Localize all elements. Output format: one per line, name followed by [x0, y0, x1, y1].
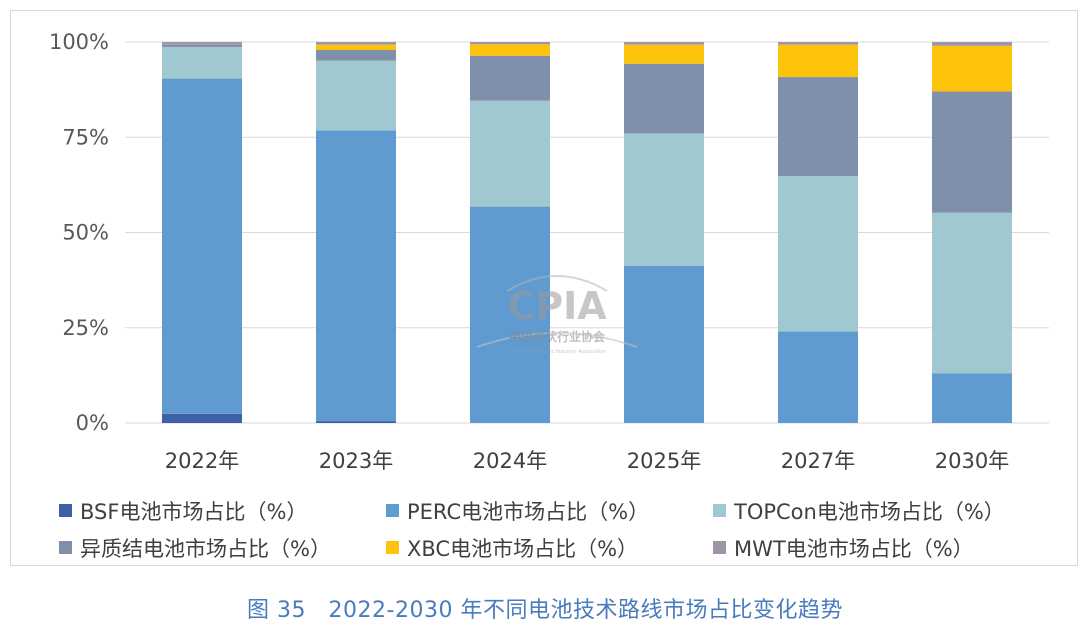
cpia-watermark-logo: CPIA 中国光伏行业协会 China Photovoltaic Industr…	[476, 275, 638, 355]
bar-segment	[624, 133, 704, 267]
x-category-label: 2022年	[165, 449, 239, 473]
bar-segment	[316, 421, 396, 423]
bar-segment	[624, 266, 704, 423]
legend-item-perc: PERC电池市场占比（%）	[386, 496, 713, 526]
x-axis-categories: 2022年 2023年 2024年 2025年 2027年 2030年	[165, 449, 1009, 473]
legend-item-mwt: MWT电池市场占比（%）	[713, 533, 1040, 563]
legend-label: XBC电池市场占比（%）	[407, 536, 639, 561]
chart-container: 0% 25% 50% 75% 100% 2022年 2023年 2024年 2025年 2027…	[10, 10, 1078, 566]
y-tick-label: 100%	[49, 30, 109, 54]
legend-row: 异质结电池市场占比（%） XBC电池市场占比（%） MWT电池市场占比（%）	[59, 529, 1069, 566]
legend-label: MWT电池市场占比（%）	[734, 536, 974, 561]
legend-swatch	[713, 541, 726, 554]
x-category-label: 2030年	[935, 449, 1009, 473]
bar-segment	[778, 77, 858, 177]
svg-text:CPIA: CPIA	[507, 284, 607, 328]
bar-segment	[162, 44, 242, 47]
gridlines	[125, 41, 1049, 424]
legend-label: TOPCon电池市场占比（%）	[734, 499, 1005, 524]
legend-label: BSF电池市场占比（%）	[80, 499, 308, 524]
legend-swatch	[713, 504, 726, 517]
bar-segment	[316, 130, 396, 422]
figure-caption: 图 35 2022-2030 年不同电池技术路线市场占比变化趋势	[247, 598, 843, 623]
x-category-label: 2024年	[473, 449, 547, 473]
bar-segment	[932, 212, 1012, 374]
bar-segment	[778, 44, 858, 78]
bar-segment	[162, 42, 242, 45]
legend-item-hjt: 异质结电池市场占比（%）	[59, 533, 386, 563]
legend-label: 异质结电池市场占比（%）	[80, 536, 331, 561]
svg-text:中国光伏行业协会: 中国光伏行业协会	[509, 329, 606, 344]
bar-segment	[162, 413, 242, 423]
y-tick-label: 50%	[62, 221, 109, 245]
bar-segment	[932, 91, 1012, 213]
bar-segment	[624, 42, 704, 45]
bar-segment	[624, 44, 704, 64]
bar-segment	[624, 63, 704, 134]
bar-segment	[932, 373, 1012, 423]
bar-segment	[470, 206, 550, 423]
legend-item-bsf: BSF电池市场占比（%）	[59, 496, 386, 526]
bars	[162, 42, 1012, 423]
stacked-bar-chart: 0% 25% 50% 75% 100% 2022年 2023年 2024年 2025年 2027…	[49, 30, 1049, 473]
x-category-label: 2027年	[781, 449, 855, 473]
y-tick-label: 75%	[62, 125, 109, 149]
bar-segment	[316, 50, 396, 61]
legend-swatch	[59, 541, 72, 554]
legend-item-topcon: TOPCon电池市场占比（%）	[713, 496, 1040, 526]
bar-segment	[470, 44, 550, 56]
legend-row: BSF电池市场占比（%） PERC电池市场占比（%） TOPCon电池市场占比（…	[59, 492, 1069, 529]
legend-label: PERC电池市场占比（%）	[407, 499, 650, 524]
bar-segment	[778, 42, 858, 45]
y-tick-label: 25%	[62, 316, 109, 340]
legend-swatch	[386, 541, 399, 554]
legend-item-xbc: XBC电池市场占比（%）	[386, 533, 713, 563]
bar-segment	[470, 42, 550, 45]
legend-swatch	[386, 504, 399, 517]
bar-segment	[162, 46, 242, 79]
svg-text:China Photovoltaic Industry As: China Photovoltaic Industry Association	[508, 349, 607, 355]
bar-segment	[316, 42, 396, 45]
bar-segment	[316, 60, 396, 131]
legend: BSF电池市场占比（%） PERC电池市场占比（%） TOPCon电池市场占比（…	[59, 492, 1069, 566]
bar-segment	[162, 78, 242, 414]
legend-swatch	[59, 504, 72, 517]
bar-segment	[470, 55, 550, 101]
bar-segment	[932, 42, 1012, 46]
y-axis-ticks: 0% 25% 50% 75% 100%	[49, 30, 109, 435]
bar-segment	[778, 331, 858, 423]
bar-segment	[470, 100, 550, 207]
bar-segment	[932, 45, 1012, 92]
y-tick-label: 0%	[76, 411, 109, 435]
bar-segment	[778, 176, 858, 332]
x-category-label: 2025年	[627, 449, 701, 473]
bar-segment	[316, 44, 396, 51]
x-category-label: 2023年	[319, 449, 393, 473]
